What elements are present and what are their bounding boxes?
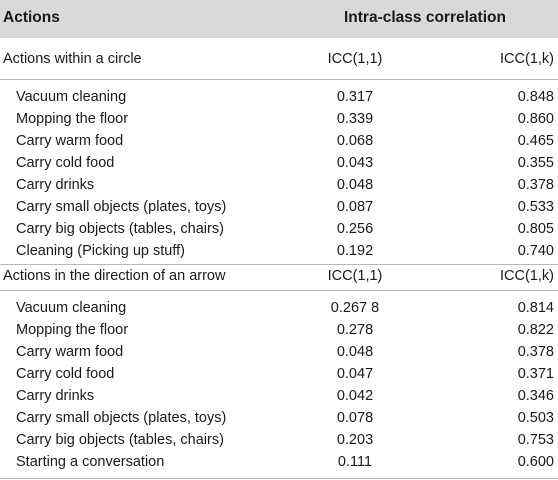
table-row: Cleaning (Picking up stuff) 0.192 0.740 xyxy=(0,241,558,262)
table-row: Vacuum cleaning 0.317 0.848 xyxy=(0,87,558,108)
action-label: Carry big objects (tables, chairs) xyxy=(16,221,224,237)
table-row: Carry big objects (tables, chairs) 0.203… xyxy=(0,430,558,451)
action-label: Carry small objects (plates, toys) xyxy=(16,410,227,426)
icc11-value: 0.043 xyxy=(336,155,374,171)
icc1k-value: 0.346 xyxy=(517,388,554,404)
table-row: Carry drinks 0.048 0.378 xyxy=(0,175,558,196)
icc11-value: 0.048 xyxy=(336,344,374,360)
icc11-value: 0.256 xyxy=(336,221,374,237)
icc1k-value: 0.533 xyxy=(517,199,554,215)
icc1k-value: 0.378 xyxy=(517,177,554,193)
action-label: Carry warm food xyxy=(16,133,124,149)
icc1k-value: 0.371 xyxy=(517,366,554,382)
table-row: Carry cold food 0.047 0.371 xyxy=(0,364,558,385)
icc11-value: 0.267 8 xyxy=(330,300,380,316)
icc1k-value: 0.753 xyxy=(517,432,554,448)
col-icc1k-header: ICC(1,k) xyxy=(500,51,554,67)
action-label: Carry cold food xyxy=(16,366,115,382)
action-label: Cleaning (Picking up stuff) xyxy=(16,243,185,259)
icc11-value: 0.317 xyxy=(336,89,374,105)
action-label: Carry big objects (tables, chairs) xyxy=(16,432,224,448)
table-row: Mopping the floor 0.278 0.822 xyxy=(0,320,558,341)
icc11-value: 0.078 xyxy=(336,410,374,426)
divider xyxy=(0,264,558,265)
icc1k-value: 0.355 xyxy=(517,155,554,171)
action-label: Carry warm food xyxy=(16,344,124,360)
icc1k-value: 0.822 xyxy=(517,322,554,338)
icc11-value: 0.339 xyxy=(336,111,374,127)
icc1k-value: 0.503 xyxy=(517,410,554,426)
divider xyxy=(0,478,558,479)
table-row: Carry small objects (plates, toys) 0.078… xyxy=(0,408,558,429)
section-title: Actions in the direction of an arrow xyxy=(3,268,226,284)
action-label: Carry drinks xyxy=(16,388,95,404)
icc11-value: 0.048 xyxy=(336,177,374,193)
table-row: Carry cold food 0.043 0.355 xyxy=(0,153,558,174)
icc1k-value: 0.740 xyxy=(517,243,554,259)
icc11-value: 0.111 xyxy=(337,454,373,470)
action-label: Carry small objects (plates, toys) xyxy=(16,199,227,215)
section-header: Actions within a circle ICC(1,1) ICC(1,k… xyxy=(0,49,558,70)
section-header: Actions in the direction of an arrow ICC… xyxy=(0,266,558,287)
table-row: Vacuum cleaning 0.267 8 0.814 xyxy=(0,298,558,319)
icc11-value: 0.278 xyxy=(336,322,374,338)
icc11-value: 0.042 xyxy=(336,388,374,404)
icc1k-value: 0.860 xyxy=(517,111,554,127)
col-icc11-header: ICC(1,1) xyxy=(327,268,383,284)
icc11-value: 0.192 xyxy=(336,243,374,259)
action-label: Carry cold food xyxy=(16,155,115,171)
section-title: Actions within a circle xyxy=(3,51,142,67)
icc1k-value: 0.600 xyxy=(517,454,554,470)
table-row: Mopping the floor 0.339 0.860 xyxy=(0,109,558,130)
icc11-value: 0.087 xyxy=(336,199,374,215)
divider xyxy=(0,79,558,80)
action-label: Carry drinks xyxy=(16,177,95,193)
table-row: Carry big objects (tables, chairs) 0.256… xyxy=(0,219,558,240)
header-icc: Intra-class correlation xyxy=(344,9,506,26)
col-icc1k-header: ICC(1,k) xyxy=(500,268,554,284)
action-label: Vacuum cleaning xyxy=(16,89,127,105)
action-label: Starting a conversation xyxy=(16,454,165,470)
table-header: Actions Intra-class correlation xyxy=(0,0,558,38)
table-row: Carry small objects (plates, toys) 0.087… xyxy=(0,197,558,218)
divider xyxy=(0,290,558,291)
table-row: Starting a conversation 0.111 0.600 xyxy=(0,452,558,473)
table-row: Carry warm food 0.048 0.378 xyxy=(0,342,558,363)
icc11-value: 0.068 xyxy=(336,133,374,149)
icc1k-value: 0.848 xyxy=(517,89,554,105)
table-row: Carry warm food 0.068 0.465 xyxy=(0,131,558,152)
action-label: Mopping the floor xyxy=(16,322,129,338)
action-label: Mopping the floor xyxy=(16,111,129,127)
icc1k-value: 0.465 xyxy=(517,133,554,149)
icc1k-value: 0.805 xyxy=(517,221,554,237)
icc11-value: 0.203 xyxy=(336,432,374,448)
icc11-value: 0.047 xyxy=(336,366,374,382)
icc1k-value: 0.378 xyxy=(517,344,554,360)
table-row: Carry drinks 0.042 0.346 xyxy=(0,386,558,407)
icc1k-value: 0.814 xyxy=(517,300,554,316)
col-icc11-header: ICC(1,1) xyxy=(327,51,383,67)
action-label: Vacuum cleaning xyxy=(16,300,127,316)
header-actions: Actions xyxy=(3,9,60,26)
